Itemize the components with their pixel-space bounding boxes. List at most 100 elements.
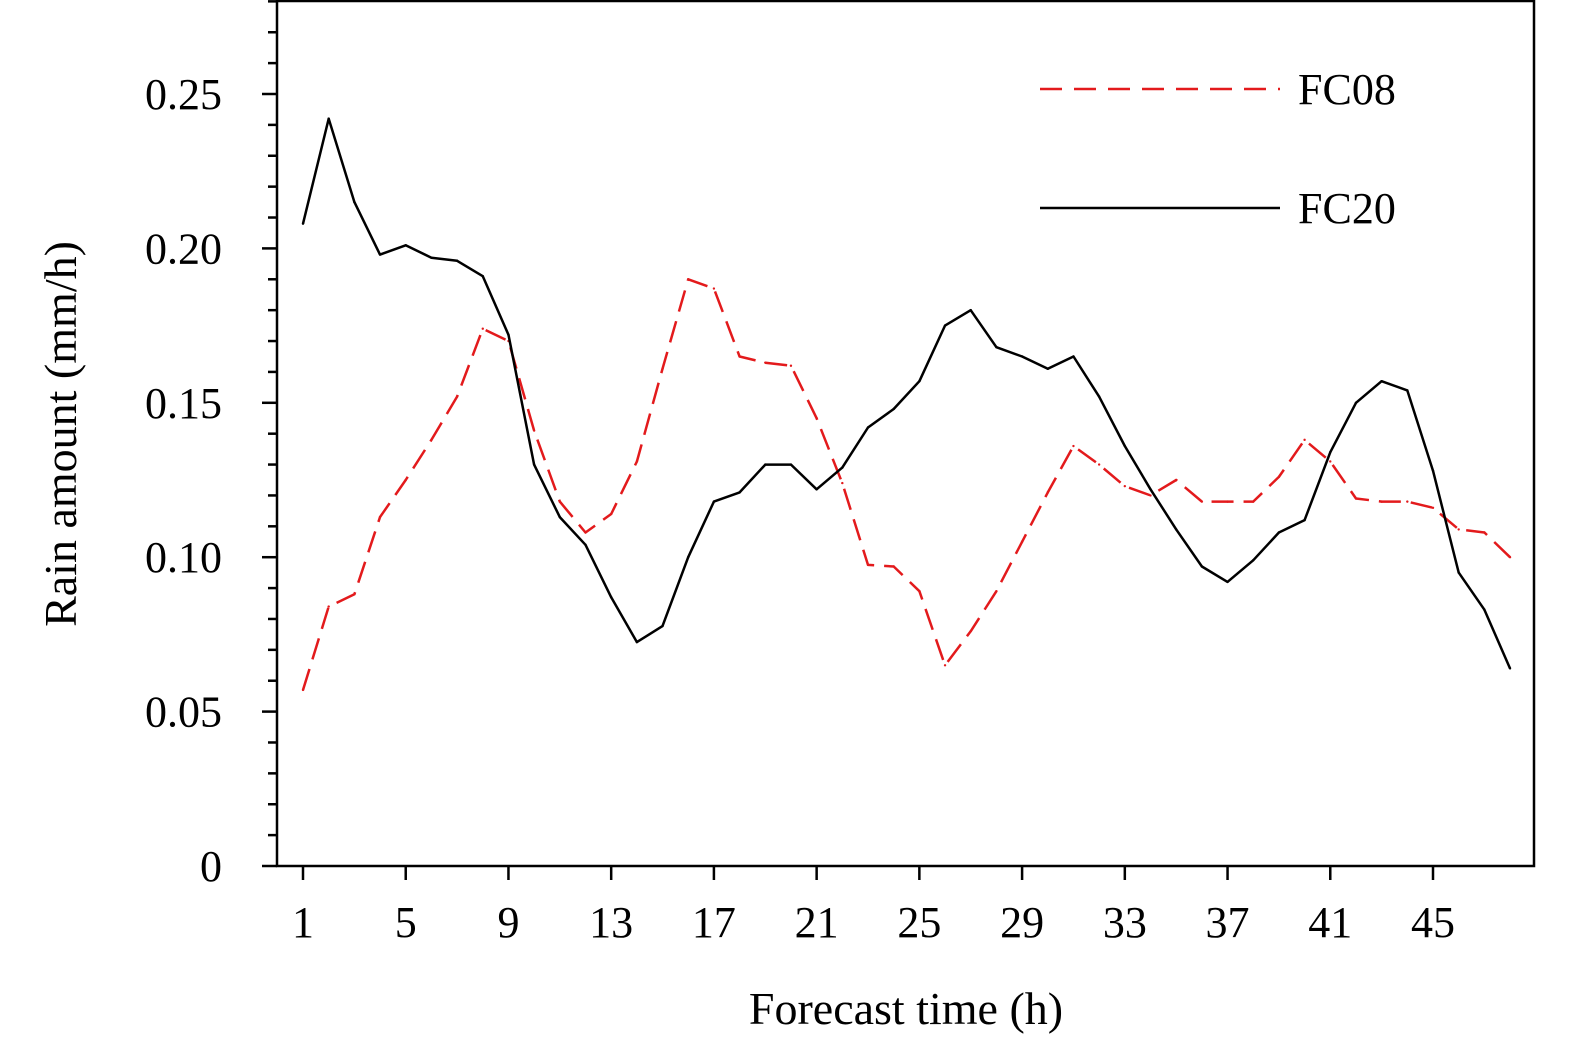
plot-frame [275, 0, 1536, 868]
data-point-fc20 [1072, 355, 1075, 358]
data-point-fc20 [892, 407, 895, 411]
data-point-fc20 [1277, 531, 1281, 534]
data-point-fc20 [378, 253, 382, 256]
data-point-fc08 [1329, 460, 1332, 463]
data-point-fc20 [635, 640, 639, 644]
data-point-fc08 [1354, 497, 1358, 500]
data-point-fc20 [1097, 395, 1101, 398]
x-tick-label: 21 [795, 898, 839, 947]
x-axis: 1 5 9 13 17 21 25 29 33 37 41 45 [292, 866, 1455, 947]
data-point-fc08 [1174, 478, 1178, 482]
data-point-fc20 [1329, 451, 1332, 454]
series-lines [301, 117, 1512, 692]
y-tick-label: 0.25 [145, 70, 222, 119]
data-point-fc08 [558, 500, 562, 503]
data-point-fc08 [738, 355, 741, 358]
y-tick-label: 0.05 [145, 688, 222, 737]
legend-label-fc20: FC20 [1298, 184, 1396, 233]
x-tick-label: 17 [692, 898, 736, 947]
series-line-fc08 [301, 278, 1511, 691]
data-point-fc08 [1200, 500, 1204, 503]
data-point-fc08 [892, 565, 895, 568]
data-point-fc08 [661, 367, 664, 371]
data-point-fc20 [866, 426, 870, 429]
data-point-fc08 [327, 605, 330, 608]
data-point-fc20 [995, 346, 998, 349]
data-point-fc20 [1252, 559, 1255, 562]
data-point-fc20 [507, 333, 510, 337]
data-point-fc20 [687, 556, 690, 559]
x-tick-label: 37 [1206, 898, 1250, 947]
data-point-fc20 [558, 515, 562, 519]
data-point-fc08 [815, 417, 818, 420]
data-point-fc08 [301, 688, 305, 692]
x-tick-label: 45 [1411, 898, 1455, 947]
data-point-fc20 [584, 543, 587, 547]
data-point-fc20 [661, 624, 664, 628]
data-point-fc08 [1483, 531, 1486, 534]
data-point-fc08 [841, 481, 844, 485]
data-point-fc08 [584, 531, 587, 534]
data-point-fc08 [1406, 500, 1409, 503]
data-point-fc08 [430, 438, 433, 442]
data-point-fc20 [1483, 608, 1486, 611]
data-point-fc20 [1200, 565, 1204, 568]
data-point-fc08 [1380, 500, 1383, 503]
data-point-fc20 [327, 117, 330, 120]
data-point-fc08 [866, 563, 870, 567]
data-point-fc20 [1406, 389, 1409, 392]
y-tick-label: 0 [200, 842, 222, 891]
data-point-fc08 [1226, 500, 1229, 503]
data-point-fc08 [532, 429, 536, 432]
y-axis: 0 0.05 0.10 0.15 0.20 0.25 [145, 0, 277, 891]
data-point-fc08 [1303, 438, 1306, 442]
data-point-fc20 [789, 463, 793, 466]
data-point-fc08 [353, 593, 356, 596]
data-point-fc20 [943, 324, 947, 327]
data-point-fc08 [943, 664, 947, 667]
data-point-fc08 [918, 589, 921, 593]
data-point-fc08 [1046, 491, 1049, 494]
data-point-fc08 [1252, 500, 1255, 503]
data-point-fc20 [1380, 379, 1383, 383]
data-point-fc20 [1020, 355, 1024, 358]
data-point-fc20 [1508, 667, 1512, 670]
data-point-fc08 [481, 327, 484, 330]
data-point-fc20 [532, 463, 536, 466]
series-line-fc20 [301, 117, 1512, 669]
x-tick-label: 41 [1308, 898, 1352, 947]
x-tick-label: 5 [395, 898, 417, 947]
x-tick-label: 1 [292, 898, 314, 947]
data-point-fc20 [430, 256, 433, 259]
data-point-fc08 [764, 361, 767, 364]
legend: FC08 FC20 [1040, 65, 1396, 233]
data-point-fc20 [609, 596, 613, 599]
data-point-fc08 [1457, 528, 1460, 531]
y-tick-label: 0.15 [145, 379, 222, 428]
data-point-fc08 [1508, 556, 1512, 559]
x-tick-label: 33 [1103, 898, 1147, 947]
data-point-fc20 [1431, 469, 1435, 472]
data-point-fc08 [1149, 494, 1152, 497]
data-point-fc20 [969, 308, 972, 312]
data-point-fc08 [969, 630, 972, 633]
y-axis-title: Rain amount (mm/h) [35, 241, 86, 627]
legend-label-fc08: FC08 [1298, 65, 1396, 114]
y-tick-label: 0.20 [145, 224, 222, 273]
data-point-fc20 [1046, 367, 1049, 371]
data-point-fc20 [918, 379, 921, 383]
data-point-fc08 [404, 478, 407, 482]
data-point-fc08 [1431, 506, 1435, 509]
data-point-fc20 [353, 200, 356, 204]
data-point-fc20 [1174, 528, 1178, 531]
data-point-fc20 [1226, 580, 1229, 584]
data-point-fc08 [378, 515, 382, 519]
data-point-fc20 [1149, 488, 1152, 491]
data-point-fc20 [815, 488, 818, 491]
x-tick-label: 25 [897, 898, 941, 947]
data-point-fc08 [1072, 444, 1075, 448]
data-point-fc20 [1303, 518, 1306, 522]
data-point-fc08 [1097, 463, 1101, 466]
data-point-fc20 [404, 244, 407, 247]
